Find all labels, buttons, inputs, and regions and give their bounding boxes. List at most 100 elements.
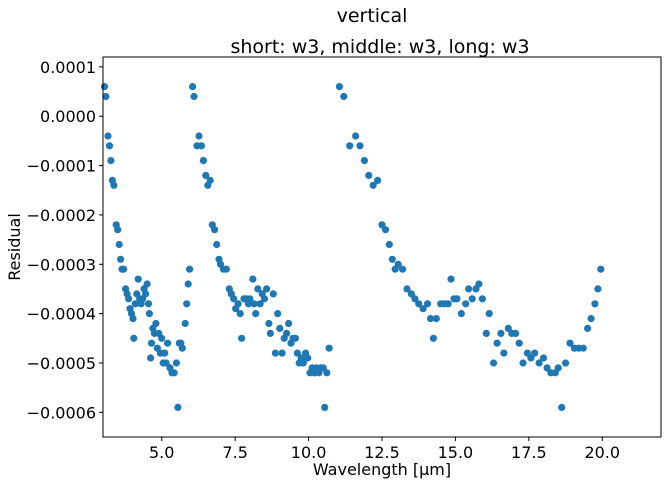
data-point bbox=[213, 240, 221, 249]
x-tick-label: 12.5 bbox=[364, 443, 400, 462]
data-point bbox=[145, 310, 153, 318]
data-point bbox=[162, 359, 170, 367]
data-point bbox=[291, 334, 299, 342]
data-point bbox=[432, 315, 440, 323]
data-point bbox=[325, 344, 333, 352]
x-tick-label: 7.5 bbox=[222, 443, 247, 462]
data-point bbox=[202, 171, 210, 179]
data-point bbox=[419, 305, 427, 313]
data-point bbox=[161, 349, 169, 357]
data-point bbox=[388, 255, 396, 263]
y-tick-label: −0.0003 bbox=[27, 255, 96, 274]
data-point bbox=[447, 275, 455, 283]
data-point bbox=[584, 324, 592, 332]
data-point bbox=[462, 300, 470, 308]
data-point bbox=[519, 359, 527, 367]
data-point bbox=[558, 403, 566, 411]
data-point bbox=[468, 295, 476, 303]
data-point bbox=[562, 359, 570, 367]
data-point bbox=[426, 315, 435, 323]
x-tick-label: 10.0 bbox=[291, 443, 327, 462]
data-point bbox=[365, 171, 373, 179]
data-point bbox=[199, 157, 207, 165]
data-point bbox=[183, 300, 191, 308]
y-tick-label: −0.0001 bbox=[27, 157, 96, 176]
data-point bbox=[475, 280, 483, 288]
data-point bbox=[100, 83, 109, 91]
data-point bbox=[360, 157, 368, 165]
chart-suptitle: vertical bbox=[337, 5, 408, 27]
data-point bbox=[500, 349, 508, 357]
data-point bbox=[493, 339, 501, 347]
data-point bbox=[172, 359, 180, 367]
data-point bbox=[515, 339, 523, 347]
data-point bbox=[497, 329, 505, 337]
x-tick-label: 5.0 bbox=[149, 443, 174, 462]
data-point bbox=[531, 349, 539, 357]
data-point bbox=[131, 300, 139, 308]
data-point bbox=[482, 329, 490, 337]
x-axis-label: Wavelength [µm] bbox=[313, 460, 451, 479]
data-point bbox=[158, 334, 166, 342]
data-point bbox=[110, 181, 118, 189]
y-tick-label: −0.0005 bbox=[27, 354, 96, 373]
y-axis-ticks: −0.0006 −0.0005 −0.0004 −0.0003 −0.0002 −0.00… bbox=[27, 58, 103, 422]
data-point bbox=[197, 142, 205, 150]
data-point bbox=[269, 290, 277, 298]
data-point bbox=[164, 339, 172, 347]
data-point bbox=[143, 280, 151, 288]
data-point bbox=[394, 260, 402, 268]
data-point bbox=[304, 354, 312, 362]
y-tick-label: −0.0004 bbox=[27, 305, 96, 324]
data-point bbox=[457, 310, 465, 318]
data-point bbox=[274, 310, 282, 318]
data-point bbox=[271, 349, 279, 357]
data-point bbox=[144, 300, 153, 308]
data-point bbox=[252, 310, 260, 318]
data-point bbox=[107, 157, 115, 165]
data-point bbox=[249, 275, 257, 283]
data-point bbox=[260, 295, 269, 303]
data-point bbox=[504, 324, 512, 332]
data-point bbox=[134, 275, 142, 283]
data-point bbox=[104, 132, 112, 140]
data-point bbox=[299, 359, 307, 367]
data-point bbox=[250, 300, 258, 308]
x-tick-label: 20.0 bbox=[584, 443, 620, 462]
data-point bbox=[399, 265, 407, 273]
data-point bbox=[423, 300, 432, 308]
data-point bbox=[142, 290, 150, 298]
data-point bbox=[125, 295, 133, 303]
data-point bbox=[485, 310, 493, 318]
data-point bbox=[444, 300, 452, 308]
data-point bbox=[256, 300, 264, 308]
y-tick-label: −0.0002 bbox=[27, 206, 96, 225]
y-tick-label: 0.0000 bbox=[40, 107, 96, 126]
data-point bbox=[385, 240, 393, 249]
data-point bbox=[236, 310, 244, 318]
data-point bbox=[211, 226, 219, 234]
data-point bbox=[587, 315, 595, 323]
data-point bbox=[120, 265, 128, 273]
data-point bbox=[265, 319, 273, 328]
x-tick-label: 15.0 bbox=[438, 443, 474, 462]
y-tick-label: −0.0006 bbox=[27, 403, 96, 422]
data-point bbox=[117, 255, 125, 263]
data-points bbox=[100, 83, 605, 411]
data-point bbox=[254, 285, 262, 293]
data-point bbox=[246, 295, 254, 303]
data-point bbox=[323, 369, 331, 377]
data-point bbox=[234, 300, 242, 308]
data-point bbox=[490, 359, 498, 367]
data-point bbox=[539, 354, 548, 362]
data-point bbox=[411, 295, 419, 303]
data-point bbox=[566, 339, 574, 347]
data-point bbox=[356, 142, 364, 150]
data-point bbox=[184, 280, 192, 288]
data-point bbox=[222, 265, 230, 273]
data-point bbox=[554, 364, 562, 372]
data-point bbox=[535, 359, 543, 367]
data-point bbox=[335, 83, 343, 91]
data-point bbox=[579, 344, 587, 352]
